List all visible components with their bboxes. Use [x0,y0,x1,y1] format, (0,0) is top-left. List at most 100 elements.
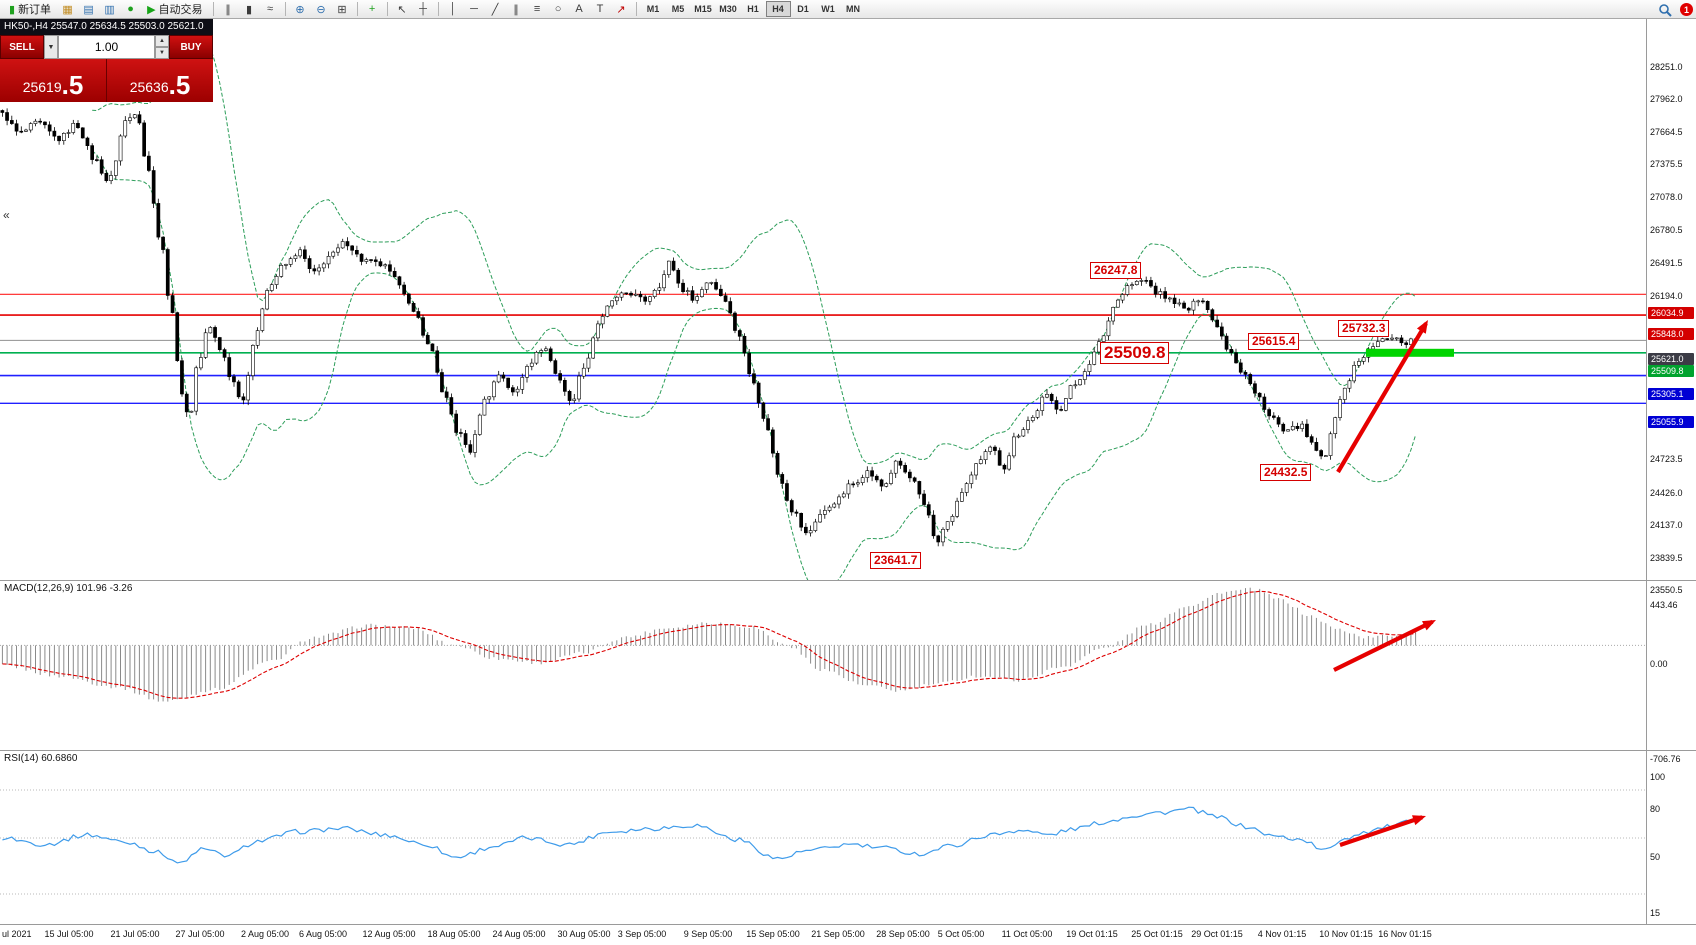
x-axis-label: 28 Sep 05:00 [876,929,930,939]
rsi-axis-tick: 15 [1650,908,1661,918]
tile-windows-icon[interactable]: ⊞ [333,1,352,17]
toolbar-items: ▮ 新订单 ▦ ▤ ▥ ● ▶ 自动交易 ∥ ▮ ≈ ⊕ ⊖ ⊞ + ↖ ┼ │ ─ ╱ ∥ ≡ ○ A T ↗ M1 M5 M15 M3… [3,0,866,18]
x-axis-label: 11 Oct 05:00 [1001,929,1053,939]
arrows-icon[interactable]: ↗ [612,1,631,17]
rsi-axis-tick: 100 [1650,772,1666,782]
x-axis-label: 5 Oct 05:00 [937,929,985,939]
macd-chart[interactable] [0,580,1646,750]
x-axis-label: ul 2021 [2,929,32,939]
toolbar-separator [356,2,358,16]
volume-increase-button[interactable]: ▲ [155,35,169,47]
volume-dropdown-button[interactable]: ▼ [44,35,58,59]
x-axis-label: 15 Sep 05:00 [746,929,800,939]
rsi-chart[interactable] [0,750,1646,924]
scroll-marker: « [3,208,10,222]
data-window-icon[interactable]: ▥ [100,1,119,17]
x-axis-label: 10 Nov 01:15 [1319,929,1373,939]
vertical-line-icon[interactable]: │ [444,1,463,17]
rsi-axis-tick: 50 [1650,852,1661,862]
price-annotation[interactable]: 23641.7 [870,552,922,570]
new-order-button[interactable]: ▮ 新订单 [4,1,56,18]
buy-price[interactable]: 25636 .5 [107,59,213,102]
text-icon[interactable]: A [570,1,589,17]
x-axis-label: 2 Aug 05:00 [240,929,290,939]
buy-button[interactable]: BUY [169,35,213,59]
price-tick: 28251.0 [1650,61,1683,72]
toolbar-right: 1 [1653,0,1693,19]
price-line-label: 25055.9 [1648,415,1694,428]
timeframe-mn-button[interactable]: MN [841,1,866,17]
timeframe-m30-button[interactable]: M30 [716,1,741,17]
main-chart[interactable]: « [0,19,1646,594]
x-axis-label: 15 Jul 05:00 [44,929,94,939]
price-tick: 26194.0 [1650,290,1683,301]
price-tick: 27962.0 [1650,93,1683,104]
timeframe-d1-button[interactable]: D1 [791,1,816,17]
price-line-label: 25305.1 [1648,388,1694,401]
price-tick: 26491.5 [1650,257,1683,268]
timeframe-m5-button[interactable]: M5 [666,1,691,17]
rsi-indicator-panel[interactable] [0,750,1646,924]
price-annotation[interactable]: 25615.4 [1248,332,1300,350]
timeframe-w1-button[interactable]: W1 [816,1,841,17]
zoom-in-icon[interactable]: ⊕ [291,1,310,17]
price-axis[interactable]: 28251.0 27962.0 27664.5 27375.5 27078.0 26780… [1647,19,1696,945]
fibonacci-icon[interactable]: ≡ [528,1,547,17]
new-order-button-label: 新订单 [18,4,52,16]
price-annotation[interactable]: 25509.8 [1100,341,1170,364]
trendline-icon[interactable]: ╱ [486,1,505,17]
indicators-icon[interactable]: + [363,1,382,17]
x-axis-label: 29 Oct 01:15 [1191,929,1243,939]
horizontal-line-icon[interactable]: ─ [465,1,484,17]
timeframe-h1-button[interactable]: H1 [741,1,766,17]
price-line-label: 25848.0 [1648,327,1694,340]
auto-trading-icon: ▶ [147,3,156,16]
x-axis-label: 24 Aug 05:00 [492,929,546,939]
macd-indicator-panel[interactable] [0,580,1646,750]
sell-price-frac: .5 [61,70,84,100]
x-axis-label: 19 Oct 01:15 [1066,929,1118,939]
sell-button[interactable]: SELL [0,35,44,59]
time-axis[interactable]: ul 2021 15 Jul 05:00 21 Jul 05:00 27 Jul 05… [0,925,1646,945]
charts-window-icon[interactable]: ▦ [58,1,77,17]
notification-badge[interactable]: 1 [1680,3,1693,16]
rsi-label: RSI(14) 60.6860 [4,753,78,764]
cursor-icon[interactable]: ↖ [393,1,412,17]
timeframe-m15-button[interactable]: M15 [691,1,716,17]
x-axis-label: 9 Sep 05:00 [683,929,733,939]
x-axis-label: 3 Sep 05:00 [617,929,667,939]
line-chart-icon[interactable]: ≈ [261,1,280,17]
candlestick-chart-icon[interactable]: ▮ [240,1,259,17]
price-annotation[interactable]: 24432.5 [1260,464,1312,482]
market-watch-icon[interactable]: ▤ [79,1,98,17]
volume-decrease-button[interactable]: ▼ [155,47,169,59]
panel-separator[interactable] [0,580,1696,581]
volume-spinner: ▲ ▼ [155,35,169,59]
timeframe-h4-button[interactable]: H4 [765,1,791,17]
price-tick: 24426.0 [1650,487,1683,498]
ellipse-icon[interactable]: ○ [549,1,568,17]
rsi-axis-tick: 80 [1650,804,1661,814]
zoom-out-icon[interactable]: ⊖ [312,1,331,17]
x-axis-label: 16 Nov 01:15 [1378,929,1432,939]
navigator-icon[interactable]: ● [121,1,140,17]
channel-icon[interactable]: ∥ [507,1,526,17]
text-label-icon[interactable]: T [591,1,610,17]
panel-separator[interactable] [0,750,1696,751]
price-tick: 23550.5 [1650,585,1683,595]
x-axis-label: 6 Aug 05:00 [298,929,348,939]
main-chart-panel[interactable]: « [0,19,1646,594]
timeframe-m1-button[interactable]: M1 [641,1,666,17]
price-annotation[interactable]: 26247.8 [1090,262,1142,280]
macd-axis-tick: -706.76 [1650,754,1681,764]
crosshair-icon[interactable]: ┼ [414,1,433,17]
price-tick: 27664.5 [1650,126,1683,137]
search-icon[interactable] [1654,1,1675,19]
auto-trading-button[interactable]: ▶ 自动交易 [142,1,207,18]
bar-chart-icon[interactable]: ∥ [219,1,238,17]
volume-input[interactable] [58,35,155,59]
x-axis-label: 27 Jul 05:00 [175,929,225,939]
price-annotation[interactable]: 25732.3 [1338,319,1390,337]
panel-separator [0,924,1696,925]
sell-price[interactable]: 25619 .5 [0,59,106,102]
